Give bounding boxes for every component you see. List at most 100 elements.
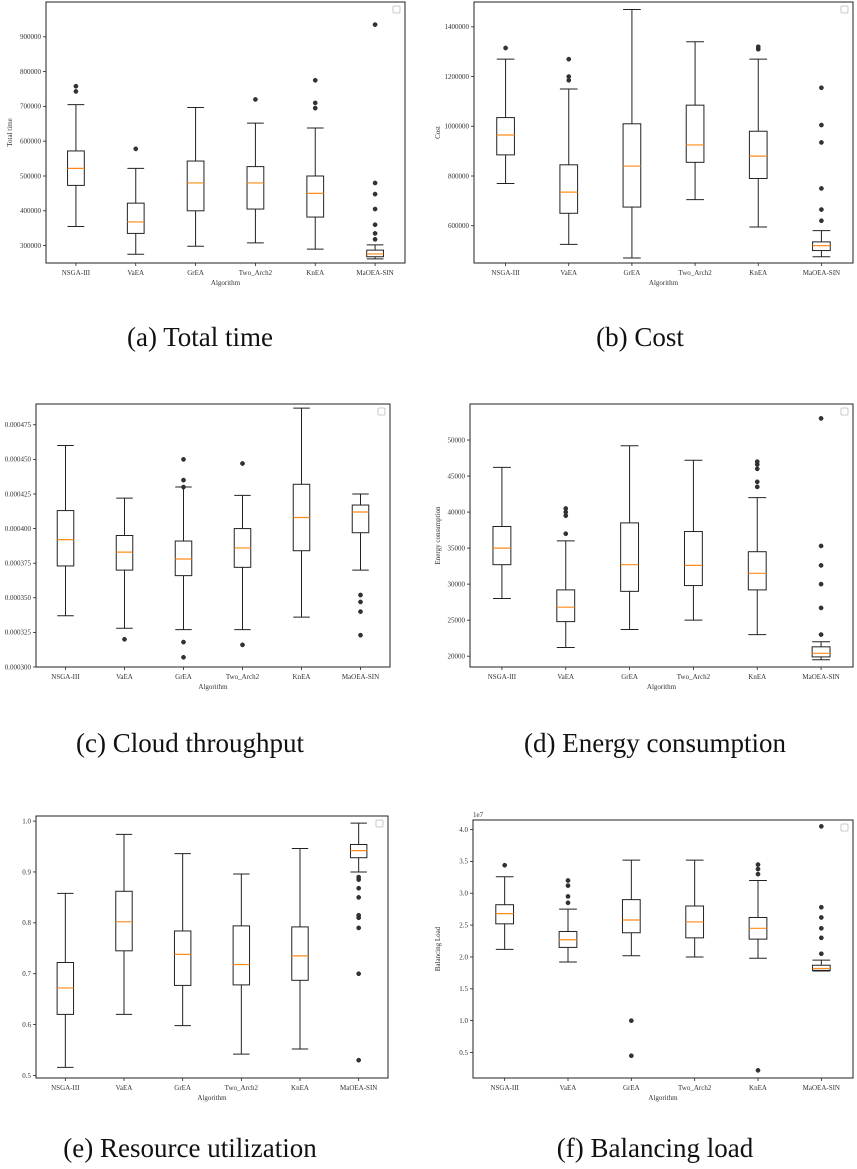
outlier-point [819,218,824,224]
outlier-point [819,140,824,145]
iqr-box [492,525,512,566]
outlier-point [565,883,571,888]
x-tick-label-nsga-iii: NSGA-III [62,269,91,277]
x-tick-label-knea: KnEA [749,1084,767,1092]
outlier-point [819,85,824,91]
box-maoea-sin [812,85,831,258]
plot-frame [473,1,854,264]
y-tick-label: 800000 [448,172,470,180]
outlier-point [502,862,508,868]
chart-total-time-svg: 300000 400000 500000 600000 700000 800000 9000… [6,1,406,287]
y-tick-label: 2.5 [459,921,468,929]
iqr-box [56,510,75,567]
outlier-point [181,639,186,645]
outlier-point [312,77,318,83]
x-tick-label-maoea-sin: MaOEA-SIN [803,269,840,277]
y-tick-label: 1.5 [459,985,468,993]
box-grea [620,445,640,631]
x-tick-label-nsga-iii: NSGA-III [51,1084,80,1092]
box-vaea [559,56,579,245]
chart-energy-consumption-svg: 20000 25000 30000 35000 40000 45000 50000 NSGA-… [434,403,854,691]
outlier-point [181,484,186,490]
outlier-point [358,632,363,638]
x-tick-label-grea: GrEA [621,673,638,681]
iqr-box [812,241,831,252]
outlier-point [566,56,572,62]
chart-cloud-throughput: 0.000300 0.000325 0.000350 0.000375 0.000400… [0,398,420,703]
iqr-box [495,904,515,925]
iqr-box [683,531,703,587]
x-axis-title: Algorithm [647,683,677,691]
outlier-point [818,563,824,568]
outlier-point [312,105,318,111]
y-tick-label: 0.000450 [5,456,32,464]
y-tick-label: 700000 [20,103,42,111]
outlier-point [628,1053,634,1059]
caption-cost: (b) Cost [596,322,684,352]
box-grea [173,853,192,1027]
outlier-point [565,894,571,899]
x-tick-label-maoea-sin: MaOEA-SIN [356,269,393,277]
y-tick-label: 35000 [448,544,466,552]
chart-balancing-load: 0.5 1.0 1.5 2.0 2.5 3.0 3.5 4.0 NSGA-III VaEA GrEA… [428,808,857,1113]
y-tick-label: 0.7 [22,970,31,978]
y-tick-label: 800000 [20,68,42,76]
x-tick-label-knea: KnEA [293,673,311,681]
x-tick-label-two-arch2: Two_Arch2 [678,269,712,277]
outlier-point [372,231,378,236]
box-nsga-iii [67,83,85,227]
caption-energy-consumption: (d) Energy consumption [524,728,786,758]
x-tick-label-knea: KnEA [749,269,767,277]
outlier-point [372,236,378,242]
y-tick-label: 1.0 [459,1017,468,1025]
x-tick-label-nsga-iii: NSGA-III [490,1084,519,1092]
x-tick-label-grea: GrEA [187,269,204,277]
box-two-arch2 [683,459,703,621]
box-grea [186,106,205,247]
iqr-box [126,202,145,234]
plot-frame [35,403,391,668]
box-grea [622,8,642,259]
outlier-point [754,479,760,485]
outlier-point [372,206,378,212]
box-maoea-sin [366,22,384,260]
y-tick-label: 1000000 [445,123,470,131]
x-tick-label-maoea-sin: MaOEA-SIN [342,673,379,681]
y-tick-label: 45000 [448,472,466,480]
x-tick-label-maoea-sin: MaOEA-SIN [340,1084,377,1092]
box-nsga-iii [495,862,515,950]
iqr-box [232,925,251,986]
x-tick-label-vaea: VaEA [557,673,574,681]
outlier-point [754,459,760,464]
x-tick-label-knea: KnEA [291,1084,309,1092]
iqr-box [685,104,705,163]
y-axis-title: Energy consumption [434,506,442,565]
chart-cost: 600000 800000 1000000 1200000 1400000 NSGA-II… [428,0,857,305]
y-tick-label: 0.8 [22,919,31,927]
chart-cloud-throughput-svg: 0.000300 0.000325 0.000350 0.000375 0.000400… [5,403,391,691]
x-axis-title: Algorithm [198,683,228,691]
iqr-box [186,160,205,212]
outlier-point [122,636,127,642]
plot-frame [469,403,854,668]
outlier-point [818,925,824,931]
x-tick-label-knea: KnEA [306,269,324,277]
outlier-point [372,180,378,186]
y-tick-label: 0.000325 [5,629,32,637]
iqr-box [748,130,768,179]
x-tick-label-grea: GrEA [623,1084,640,1092]
outlier-point [755,871,761,877]
y-tick-label: 30000 [448,580,466,588]
plot-frame [472,819,854,1079]
iqr-box [291,926,309,981]
legend-placeholder [840,5,849,14]
x-tick-label-two-arch2: Two_Arch2 [225,1084,259,1092]
outlier-point [356,885,362,891]
box-maoea-sin [351,493,370,638]
y-tick-label: 0.000425 [5,490,32,498]
box-maoea-sin [811,416,831,661]
y-tick-label: 1400000 [445,23,470,31]
x-tick-label-vaea: VaEA [116,673,133,681]
iqr-box [173,930,192,986]
x-tick-label-maoea-sin: MaOEA-SIN [802,673,839,681]
